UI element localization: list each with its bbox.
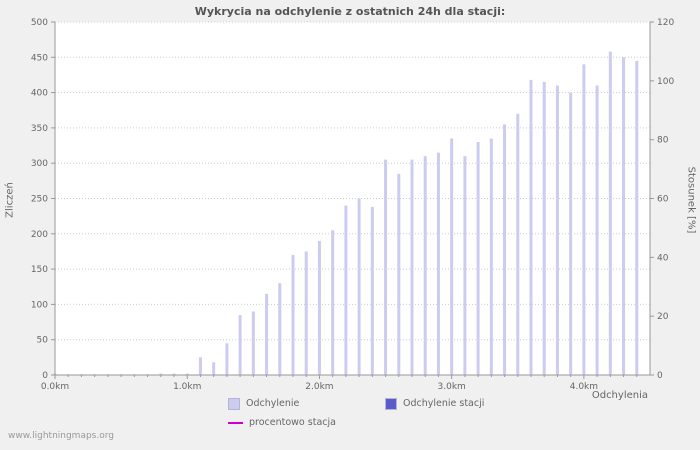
y-tick-label-left: 300 [31,159,48,169]
deviation-bar [410,159,414,375]
y-tick-label-left: 450 [31,53,48,63]
deviation-bar [529,79,533,375]
y-tick-label-right: 60 [657,195,669,205]
y-axis-label-left: Zliczeń [4,182,16,218]
x-tick-label: 2.0km [305,382,333,392]
deviation-bar [304,251,308,375]
deviation-bar [635,60,639,376]
y-tick-label-right: 120 [657,18,674,28]
legend-row-2: procentowo stacja [228,413,484,432]
deviation-bar [489,138,493,375]
deviation-bar [463,156,467,375]
deviation-bar [542,82,546,375]
deviation-bar [265,293,269,375]
procentowo-stacja-line-icon [228,421,243,424]
deviation-bar [159,373,163,375]
deviation-bar [397,173,401,375]
y-tick-label-right: 20 [657,312,669,322]
deviation-bar [436,152,440,375]
deviation-bar [331,230,335,375]
deviation-bar [251,311,255,375]
y-tick-label-left: 500 [31,18,48,28]
y-tick-label-left: 400 [31,89,48,99]
deviation-bar [344,205,348,375]
deviation-bar [185,373,189,375]
deviation-bar [569,92,573,375]
deviation-bar [238,314,242,375]
deviation-bar [503,124,507,376]
legend-label-odchylenie-stacji: Odchylenie stacji [403,398,485,409]
legend-label-odchylenie: Odchylenie [246,398,300,409]
x-tick-label: 1.0km [173,382,201,392]
deviation-bar [198,357,202,375]
deviation-bar [291,254,295,375]
odchylenie-swatch-icon [228,397,240,410]
deviation-bar [555,85,559,375]
deviation-bar [582,64,586,376]
legend-row-1: Odchylenie Odchylenie stacji [228,394,484,413]
deviation-bar [516,113,520,375]
y-tick-label-right: 40 [657,253,669,263]
x-tick-label: 0.0km [41,382,69,392]
deviation-bar [423,156,427,375]
y-tick-label-left: 250 [31,195,48,205]
y-tick-label-right: 80 [657,136,669,146]
chart-title: Wykrycia na odchylenie z ostatnich 24h d… [194,5,506,18]
y-tick-label-right: 100 [657,77,674,87]
y-tick-label-left: 0 [42,371,48,381]
deviation-bar [278,283,282,375]
y-axis-label-right: Stosunek [%] [685,166,697,234]
y-tick-label-left: 100 [31,300,48,310]
y-tick-label-left: 350 [31,124,48,134]
legend: Odchylenie Odchylenie stacji procentowo … [228,394,484,432]
deviation-bar [225,343,229,375]
watermark-url: www.lightningmaps.org [8,431,114,441]
deviation-bar [476,142,480,375]
x-tick-label: 3.0km [438,382,466,392]
deviation-bar [608,51,612,375]
deviation-bar [595,85,599,375]
legend-item-odchylenie-stacji: Odchylenie stacji [385,397,485,410]
y-tick-label-right: 0 [657,371,663,381]
deviation-bar [357,198,361,375]
legend-item-procentowo-stacja: procentowo stacja [228,417,385,428]
deviation-bar [172,373,176,375]
x-tick-label: 4.0km [570,382,598,392]
legend-label-procentowo-stacja: procentowo stacja [249,417,336,428]
y-tick-label-left: 150 [31,265,48,275]
x-axis-label: Odchylenia [591,390,648,401]
deviation-bar [450,138,454,375]
deviation-bar [370,206,374,375]
deviation-bar [622,57,626,376]
legend-item-odchylenie: Odchylenie [228,397,385,410]
deviation-bar [384,159,388,375]
y-tick-label-left: 200 [31,230,48,240]
deviation-bar [317,240,321,375]
odchylenie-stacji-swatch-icon [385,397,397,410]
y-tick-label-left: 50 [37,336,49,346]
deviation-bar [212,362,216,375]
